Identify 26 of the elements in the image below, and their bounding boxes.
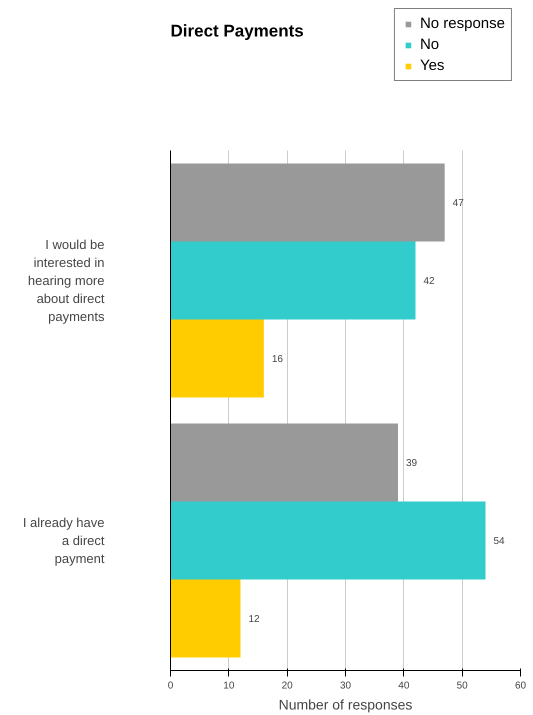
bar [170,502,486,580]
bar [170,242,416,320]
x-tick-label: 50 [456,680,468,692]
x-tick-label: 10 [223,680,235,692]
bar [170,580,240,658]
legend-label: No response [420,15,505,32]
x-tick-label: 30 [340,680,352,692]
data-label: 47 [452,198,464,209]
x-tick-label: 40 [398,680,410,692]
chart-title: Direct Payments [170,22,304,40]
y-tick-label: I would be interested in hearing more about direct payments [28,237,105,324]
data-label: 16 [272,354,284,365]
x-tick-label: 0 [168,680,174,692]
bar [170,424,398,502]
data-label: 39 [406,458,418,469]
legend-label: No [420,36,440,53]
x-axis-title: Number of responses [278,696,412,712]
data-label: 42 [424,276,436,287]
bar [170,164,445,242]
data-label: 54 [494,536,506,547]
legend-label: Yes [420,57,444,74]
x-tick-label: 60 [514,680,526,692]
y-tick-label: I already have a direct payment [22,515,105,566]
bar [170,320,264,398]
data-label: 12 [248,614,260,625]
x-tick-label: 20 [282,680,294,692]
